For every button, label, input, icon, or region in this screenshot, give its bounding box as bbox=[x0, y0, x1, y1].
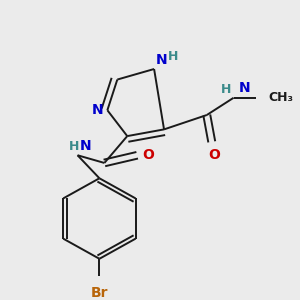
Text: O: O bbox=[142, 148, 154, 162]
Text: O: O bbox=[208, 148, 220, 162]
Text: Br: Br bbox=[91, 286, 108, 300]
Text: N: N bbox=[238, 81, 250, 95]
Text: CH₃: CH₃ bbox=[268, 91, 293, 104]
Text: N: N bbox=[92, 103, 103, 117]
Text: N: N bbox=[80, 140, 91, 153]
Text: N: N bbox=[156, 53, 168, 67]
Text: H: H bbox=[168, 50, 178, 63]
Text: H: H bbox=[221, 83, 232, 96]
Text: H: H bbox=[69, 140, 80, 153]
